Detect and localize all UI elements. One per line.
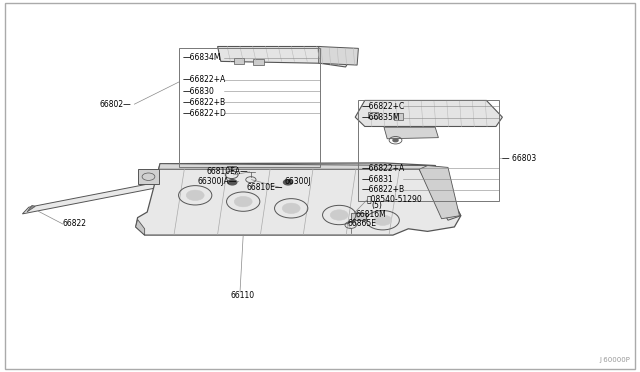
Bar	[358, 100, 499, 201]
Text: 66300JA—: 66300JA—	[197, 177, 237, 186]
Polygon shape	[368, 112, 378, 118]
Text: —66822+A: —66822+A	[362, 164, 405, 173]
Text: J 60000P: J 60000P	[600, 357, 630, 363]
Text: 66822: 66822	[63, 219, 87, 228]
Polygon shape	[394, 113, 403, 120]
Text: — 66803: — 66803	[502, 154, 537, 163]
Text: 66865E: 66865E	[348, 219, 376, 228]
Text: —66831: —66831	[362, 175, 394, 184]
Text: (5): (5)	[371, 201, 382, 210]
Text: 66816M: 66816M	[356, 210, 387, 219]
Polygon shape	[384, 127, 438, 139]
Polygon shape	[419, 166, 460, 219]
Text: —66830: —66830	[182, 87, 214, 96]
Polygon shape	[234, 58, 244, 64]
Text: 66300J: 66300J	[285, 177, 312, 186]
Polygon shape	[138, 169, 159, 184]
Circle shape	[284, 180, 292, 185]
Text: —66835M: —66835M	[362, 113, 400, 122]
Polygon shape	[136, 219, 145, 235]
Circle shape	[330, 210, 348, 220]
Text: —66822+B: —66822+B	[362, 185, 404, 194]
Text: 66110: 66110	[230, 291, 255, 300]
Text: 66802—: 66802—	[99, 100, 131, 109]
Text: 66810E—: 66810E—	[246, 183, 283, 192]
Text: —66822+A: —66822+A	[182, 76, 226, 84]
Polygon shape	[253, 59, 264, 65]
Circle shape	[234, 196, 252, 207]
Text: —66822+B: —66822+B	[182, 98, 225, 107]
Circle shape	[282, 203, 300, 214]
Polygon shape	[355, 100, 502, 126]
Polygon shape	[218, 46, 349, 67]
Polygon shape	[136, 163, 461, 235]
Polygon shape	[22, 175, 195, 214]
Circle shape	[393, 139, 398, 142]
Polygon shape	[27, 205, 35, 212]
Text: 66810EA—: 66810EA—	[206, 167, 248, 176]
Bar	[179, 48, 320, 167]
Circle shape	[228, 180, 237, 185]
Text: —66822+D: —66822+D	[182, 109, 227, 118]
Polygon shape	[159, 164, 461, 220]
Polygon shape	[319, 46, 358, 65]
Text: —66834M: —66834M	[182, 53, 221, 62]
Circle shape	[186, 190, 204, 201]
Text: —66822+C: —66822+C	[362, 102, 405, 110]
Circle shape	[374, 215, 392, 225]
Text: Ⓝ08540-51290: Ⓝ08540-51290	[367, 195, 422, 203]
Polygon shape	[351, 213, 366, 220]
